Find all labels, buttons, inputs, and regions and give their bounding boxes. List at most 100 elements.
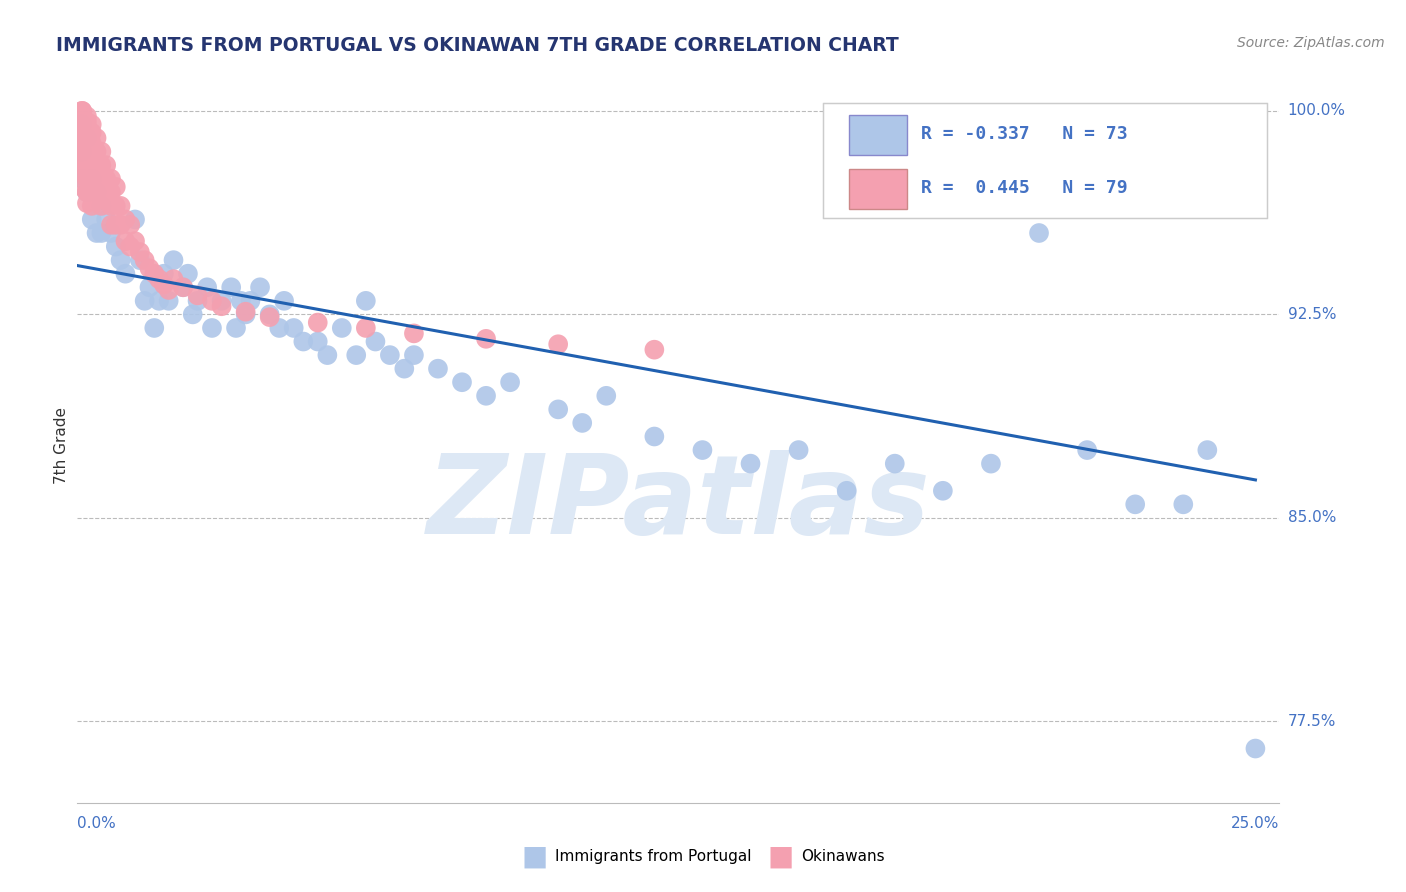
Point [86,171,108,186]
Text: 100.0%: 100.0% [1288,103,1346,119]
Point [547,337,569,351]
Point [364,334,387,349]
Point [80,158,103,172]
Point [104,239,127,253]
Point [138,280,160,294]
Point [80,186,103,200]
Point [104,218,127,232]
Text: Okinawans: Okinawans [801,849,884,863]
Point [402,348,425,362]
Point [835,483,858,498]
Point [90,199,112,213]
FancyBboxPatch shape [849,169,907,209]
Text: R =  0.445   N = 79: R = 0.445 N = 79 [921,179,1128,197]
Point [307,334,329,349]
Point [330,321,353,335]
Point [211,293,233,308]
Point [269,321,291,335]
Point [80,118,103,132]
Point [1076,443,1098,458]
Point [76,171,98,186]
Point [138,261,160,276]
Point [219,280,242,294]
Point [394,361,416,376]
Point [90,186,112,200]
Point [90,171,112,186]
Point [172,280,194,294]
Point [124,212,146,227]
Point [143,321,166,335]
Point [76,131,98,145]
Point [1173,497,1195,511]
Point [70,142,93,156]
Point [100,186,122,200]
Point [292,334,315,349]
Point [283,321,305,335]
Point [932,483,955,498]
Point [354,293,377,308]
Point [76,120,98,135]
Point [143,267,166,281]
Point [110,199,132,213]
Point [307,316,329,330]
Point [114,267,136,281]
Point [76,115,98,129]
Point [186,293,209,308]
Point [211,299,233,313]
Point [76,109,98,123]
Point [499,376,522,390]
Point [86,226,108,240]
Point [177,267,200,281]
Point [80,147,103,161]
Point [114,234,136,248]
Point [96,212,118,227]
Point [344,348,367,362]
Point [128,245,150,260]
Point [76,131,98,145]
Point [740,457,762,471]
Text: 0.0%: 0.0% [77,816,117,831]
Point [80,126,103,140]
Point [225,321,247,335]
Point [273,293,295,308]
Point [475,389,498,403]
Point [259,307,281,321]
Point [451,376,474,390]
Point [475,332,498,346]
Point [1244,741,1267,756]
Point [235,307,257,321]
Point [70,103,93,118]
Point [70,109,93,123]
Point [80,171,103,186]
Point [402,326,425,341]
Point [104,199,127,213]
Point [153,277,176,292]
Point [70,180,93,194]
Text: Source: ZipAtlas.com: Source: ZipAtlas.com [1237,36,1385,50]
Point [157,293,180,308]
Point [547,402,569,417]
Point [316,348,339,362]
Point [80,212,103,227]
Point [980,457,1002,471]
Point [201,293,224,308]
Point [70,103,93,118]
Point [70,163,93,178]
Point [643,429,665,443]
FancyBboxPatch shape [849,115,907,155]
Point [100,199,122,213]
Point [80,171,103,186]
Point [76,196,98,211]
Point [90,199,112,213]
Point [239,293,262,308]
Point [235,304,257,318]
Point [195,280,218,294]
Point [100,226,122,240]
Point [90,226,112,240]
Point [70,153,93,167]
Text: 25.0%: 25.0% [1232,816,1279,831]
Point [86,186,108,200]
Text: R = -0.337   N = 73: R = -0.337 N = 73 [921,125,1128,144]
Point [153,267,176,281]
Point [70,120,93,135]
